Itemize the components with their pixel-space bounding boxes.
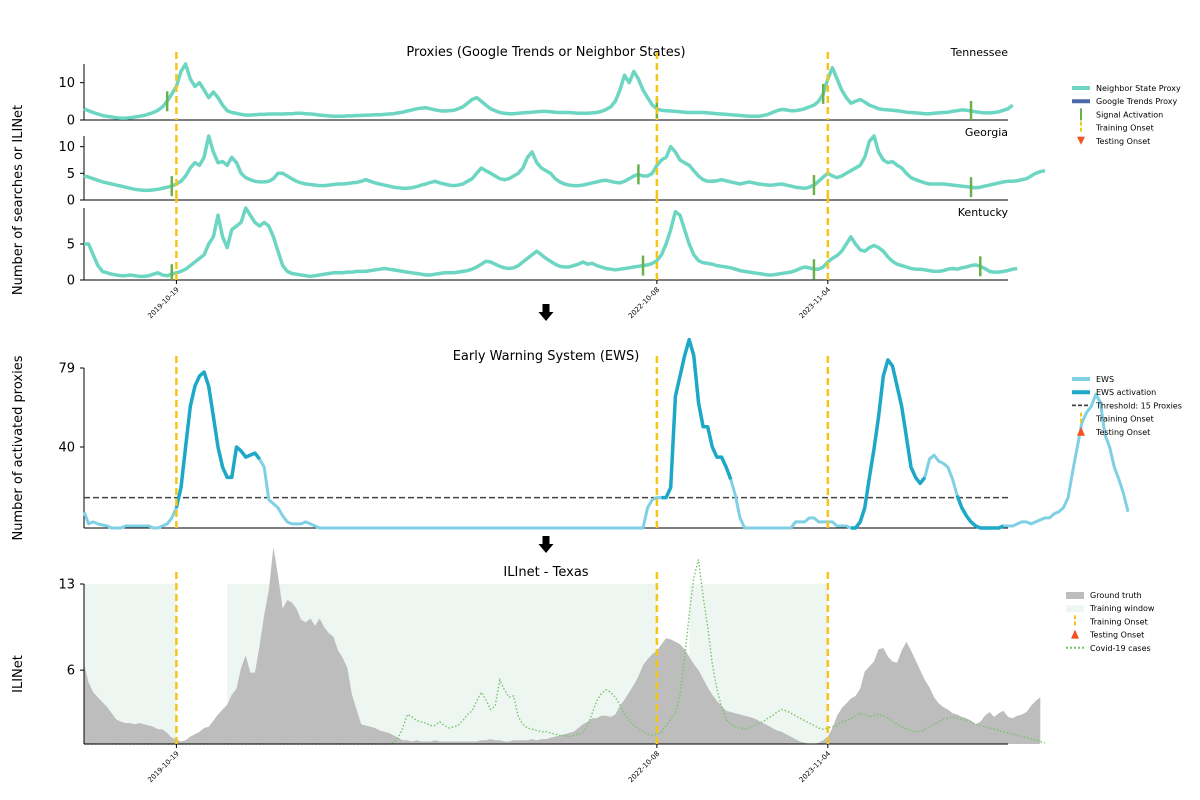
- proxies-legend: Neighbor State Proxy Google Trends Proxy S…: [1072, 84, 1181, 146]
- ilinet-legend-label: Training Onset: [1089, 617, 1148, 626]
- covid-cases-line: [84, 559, 1046, 745]
- ilinet-y-tick-label: 6: [67, 664, 75, 679]
- ilinet-x-tick-label: 2022-10-08: [627, 750, 661, 784]
- ilinet-legend: Ground truth Training window Training Onse…: [1066, 591, 1155, 653]
- y-axis-label-ews: Number of activated proxies: [11, 355, 26, 540]
- ews-legend-label: Training Onset: [1095, 415, 1154, 424]
- ilinet-title: ILInet - Texas: [503, 565, 588, 580]
- ilinet-legend-marker: [1066, 605, 1084, 613]
- ews-y-tick-label: 79: [58, 362, 75, 377]
- georgia-y-tick-label: 10: [58, 140, 75, 155]
- panel-ews: 40 79: [58, 337, 1130, 530]
- ews-y-tick-label: 40: [58, 440, 75, 455]
- proxies-title: Proxies (Google Trends or Neighbor State…: [406, 45, 685, 60]
- ews-legend-marker: [1077, 426, 1085, 436]
- proxies-legend-label: Neighbor State Proxy: [1096, 84, 1181, 93]
- y-axis-label-proxies: Number of searches or ILINet: [11, 105, 26, 295]
- ews-legend-label: Testing Onset: [1095, 428, 1150, 437]
- ilinet-legend-label: Testing Onset: [1089, 631, 1144, 640]
- georgia-label: Georgia: [965, 126, 1008, 139]
- panel-tennessee: 0 10: [58, 52, 1014, 129]
- panel-kentucky: 05: [67, 196, 1018, 289]
- ews-activation-segment: [661, 337, 733, 500]
- proxy-x-tick-label: 2019-10-19: [146, 286, 180, 320]
- down-arrow-icon: [538, 304, 554, 321]
- ews-legend-label: EWS: [1096, 375, 1114, 384]
- tennessee-y-tick-label: 10: [58, 76, 75, 91]
- ews-title: Early Warning System (EWS): [453, 349, 640, 364]
- kentucky-y-tick-label: 0: [67, 274, 75, 289]
- ilinet-legend-marker: [1071, 629, 1079, 639]
- kentucky-proxy-line: [84, 206, 1018, 279]
- proxies-legend-label: Testing Onset: [1095, 137, 1150, 146]
- proxies-legend-label: Signal Activation: [1096, 110, 1163, 119]
- tennessee-label: Tennessee: [950, 46, 1009, 59]
- proxy-x-tick-label: 2022-10-08: [627, 286, 661, 320]
- ews-legend-label: EWS activation: [1096, 388, 1156, 397]
- ews-legend: EWS EWS activation Threshold: 15 Proxies Tr…: [1072, 375, 1182, 437]
- georgia-proxy-line: [83, 134, 1046, 193]
- panel-ilinet: 6 13: [58, 547, 1046, 745]
- tennessee-proxy-line: [83, 62, 1014, 120]
- ilinet-legend-marker: [1066, 592, 1084, 599]
- ews-activation-segment: [174, 370, 261, 509]
- down-arrow-icon: [538, 536, 554, 553]
- ilinet-x-tick-label: 2023-11-04: [798, 749, 833, 784]
- ground-truth-area: [84, 547, 1041, 744]
- ilinet-legend-label: Training window: [1089, 604, 1155, 613]
- proxy-x-tick-label: 2023-11-04: [798, 285, 833, 320]
- tennessee-y-tick-label: 0: [67, 114, 75, 129]
- ilinet-legend-label: Covid-19 cases: [1090, 644, 1151, 653]
- proxies-legend-label: Google Trends Proxy: [1096, 97, 1178, 106]
- georgia-y-tick-label: 0: [67, 194, 75, 209]
- ews-legend-label: Threshold: 15 Proxies: [1095, 401, 1182, 410]
- proxies-legend-marker: [1077, 136, 1085, 145]
- ilinet-y-tick-label: 13: [58, 578, 75, 593]
- ews-activation-segment: [850, 358, 927, 530]
- panel-georgia: 0 5 10: [58, 124, 1046, 209]
- ilinet-legend-label: Ground truth: [1090, 591, 1142, 600]
- georgia-y-tick-label: 5: [67, 167, 75, 182]
- ews-line: [82, 338, 1130, 530]
- ews-activation-segment: [955, 494, 1005, 530]
- ilinet-axes: 6 13: [58, 578, 1008, 745]
- proxies-legend-label: Training Onset: [1095, 124, 1154, 133]
- ilinet-x-tick-label: 2019-10-19: [146, 750, 180, 784]
- kentucky-y-tick-label: 5: [67, 238, 75, 253]
- kentucky-label: Kentucky: [958, 206, 1009, 219]
- y-axis-label-ilinet: ILINet: [11, 655, 26, 693]
